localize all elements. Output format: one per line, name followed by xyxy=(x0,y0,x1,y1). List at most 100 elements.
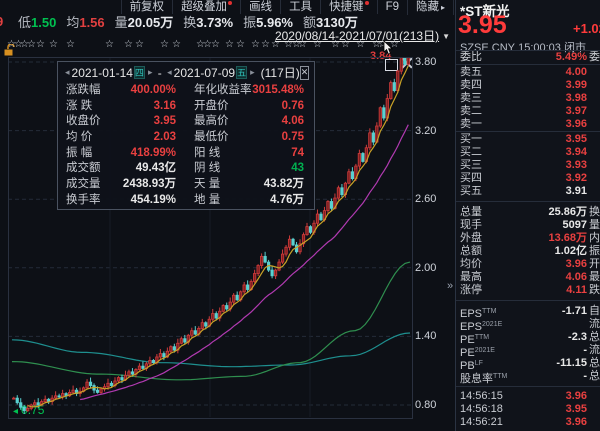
row-value: -1.71 xyxy=(561,305,587,317)
kline-chart[interactable] xyxy=(0,0,455,431)
sell-level-卖二[interactable]: 卖二 3.97 xyxy=(456,105,600,118)
star-marker-icon: ☆ xyxy=(172,39,181,50)
detail-均价[interactable]: 均价 3.96 开 xyxy=(456,258,600,271)
clipped-label-fragment: 最 xyxy=(589,271,600,283)
end-weekday-badge[interactable]: 五 xyxy=(236,66,248,79)
star-marker-icon: ☆ xyxy=(14,39,23,50)
fund-PE-2021E[interactable]: PE2021E - 流 xyxy=(456,344,600,359)
row-label: EPS2021E xyxy=(460,321,503,333)
next-start-date-icon[interactable]: ▸ xyxy=(147,67,153,77)
sell-level-卖四[interactable]: 卖四 3.99 xyxy=(456,79,600,92)
weibi-label: 委比 xyxy=(460,51,482,63)
sell-level-卖一[interactable]: 卖一 3.96 xyxy=(456,118,600,131)
row-label-sup: LF xyxy=(474,360,483,367)
row-label: 买二 xyxy=(460,146,482,158)
stats-row: 成交额 49.43亿 阴 线 43 xyxy=(58,161,314,177)
detail-外盘[interactable]: 外盘 13.68万内 xyxy=(456,232,600,245)
stats-cell: 阴 线 43 xyxy=(186,161,314,177)
stats-label: 最低价 xyxy=(194,131,229,144)
prev-end-date-icon[interactable]: ◂ xyxy=(167,67,172,77)
star-marker-icon: ☆ xyxy=(251,39,260,50)
notification-dot-icon xyxy=(364,1,369,5)
row-value: 4.06 xyxy=(565,271,587,283)
detail-现手[interactable]: 现手 5097 量 xyxy=(456,219,600,232)
stats-label: 换手率 xyxy=(66,193,101,206)
stats-row: 均 价 2.03 最低价 0.75 xyxy=(58,130,314,146)
sell-level-卖五[interactable]: 卖五 4.00 xyxy=(456,66,600,79)
y-axis-label: 0.80 xyxy=(415,399,437,411)
fund-EPS-2021E[interactable]: EPS2021E 流 xyxy=(456,318,600,333)
menu-item-隐藏[interactable]: 隐藏 ▸ xyxy=(406,0,454,15)
stats-value: 4.76万 xyxy=(270,193,304,206)
clipped-label-fragment: 量 xyxy=(589,219,600,231)
star-marker-icon: ☆ xyxy=(7,39,16,50)
exchange: SZSE xyxy=(460,42,489,54)
buy-level-买三[interactable]: 买三 3.93 xyxy=(456,159,600,172)
detail-总额[interactable]: 总额 1.02亿振 xyxy=(456,245,600,258)
row-label: PBLF xyxy=(460,360,483,372)
star-marker-icon: ☆ xyxy=(292,39,301,50)
stats-value: 400.00% xyxy=(130,84,176,96)
menu-item-超级叠加[interactable]: 超级叠加 xyxy=(172,0,240,14)
buy-level-买四[interactable]: 买四 3.92 xyxy=(456,172,600,185)
row-label: EPSTTM xyxy=(460,308,497,320)
fund-PE-TTM[interactable]: PETTM -2.3 总 xyxy=(456,331,600,346)
prev-start-date-icon[interactable]: ◂ xyxy=(65,67,70,77)
buy-level-买二[interactable]: 买二 3.94 xyxy=(456,146,600,159)
buy-level-买五[interactable]: 买五 3.91 xyxy=(456,185,600,198)
detail-最高[interactable]: 最高 4.06 最 xyxy=(456,271,600,284)
row-value: 3.91 xyxy=(565,185,587,197)
row-label-sup: 2021E xyxy=(482,321,503,328)
row-value: - xyxy=(583,370,587,382)
next-end-date-icon[interactable]: ▸ xyxy=(250,67,255,77)
panel-expander-icon[interactable]: » xyxy=(447,280,454,292)
row-value: 4.00 xyxy=(565,66,587,78)
stats-cell: 年化收益率 3015.48% xyxy=(186,83,314,99)
stats-label: 成交量 xyxy=(66,178,101,191)
tick-row: 14:56:18 3.95 xyxy=(456,403,600,416)
field-label: 量 xyxy=(114,14,128,30)
start-weekday-badge[interactable]: 四 xyxy=(133,66,145,79)
divider xyxy=(456,201,600,202)
clipped-label-fragment: 流 xyxy=(589,318,600,330)
stats-panel-header: ◂ 2021-01-14 四 ▸ - ◂ 2021-07-09 五 ▸ (117… xyxy=(58,62,314,83)
menu-item-快捷键[interactable]: 快捷键 xyxy=(320,0,377,14)
stats-value: 454.19% xyxy=(130,193,176,206)
star-marker-icon: ☆ xyxy=(66,39,75,50)
divider xyxy=(456,50,600,51)
fund-EPS-TTM[interactable]: EPSTTM -1.71 自 xyxy=(456,305,600,320)
y-axis-label: 2.00 xyxy=(415,261,437,274)
field-额: 额3130万 xyxy=(303,12,358,31)
end-date[interactable]: 2021-07-09 xyxy=(173,65,236,80)
y-axis-label: 3.20 xyxy=(415,124,437,137)
menu-item-F9[interactable]: F9 xyxy=(376,0,407,14)
detail-总量[interactable]: 总量 25.86万换 xyxy=(456,206,600,219)
stats-value: 0.76 xyxy=(281,99,304,112)
sell-level-卖三[interactable]: 卖三 3.98 xyxy=(456,92,600,105)
stats-cell: 均 价 2.03 xyxy=(58,130,186,146)
row-label: 买三 xyxy=(460,159,482,171)
detail-涨停[interactable]: 涨停 4.11 跌 xyxy=(456,284,600,297)
row-value: - xyxy=(583,344,587,356)
stock-name[interactable]: *ST新光 xyxy=(460,4,510,19)
menu-item-画线[interactable]: 画线 xyxy=(240,0,280,14)
fund-股息率-TTM[interactable]: 股息率TTM - 总 xyxy=(456,370,600,385)
menu-item-前复权[interactable]: 前复权 xyxy=(120,0,173,14)
start-date[interactable]: 2021-01-14 xyxy=(71,65,133,80)
stats-cell: 收盘价 3.95 xyxy=(58,114,186,130)
clipped-label-fragment: 总 xyxy=(589,370,600,382)
row-value: 3.94 xyxy=(565,146,587,158)
fund-PB-LF[interactable]: PBLF -11.15 总 xyxy=(456,357,600,372)
menu-item-工具[interactable]: 工具 xyxy=(280,0,320,14)
close-icon[interactable]: ✕ xyxy=(299,65,310,80)
stats-value: 43.82万 xyxy=(263,178,304,191)
field-量: 量20.05万 xyxy=(115,12,174,31)
stats-cell: 换手率 454.19% xyxy=(58,193,186,209)
star-marker-icon: ☆ xyxy=(236,39,245,50)
stats-cell: 阳 线 74 xyxy=(186,146,314,162)
tick-price: 3.96 xyxy=(565,416,587,428)
chevron-down-icon[interactable]: ▼ xyxy=(442,32,450,41)
date-range-label[interactable]: 2020/08/14-2021/07/01(213日) xyxy=(274,29,440,43)
buy-level-买一[interactable]: 买一 3.95 xyxy=(456,133,600,146)
unlock-icon[interactable] xyxy=(3,44,15,57)
